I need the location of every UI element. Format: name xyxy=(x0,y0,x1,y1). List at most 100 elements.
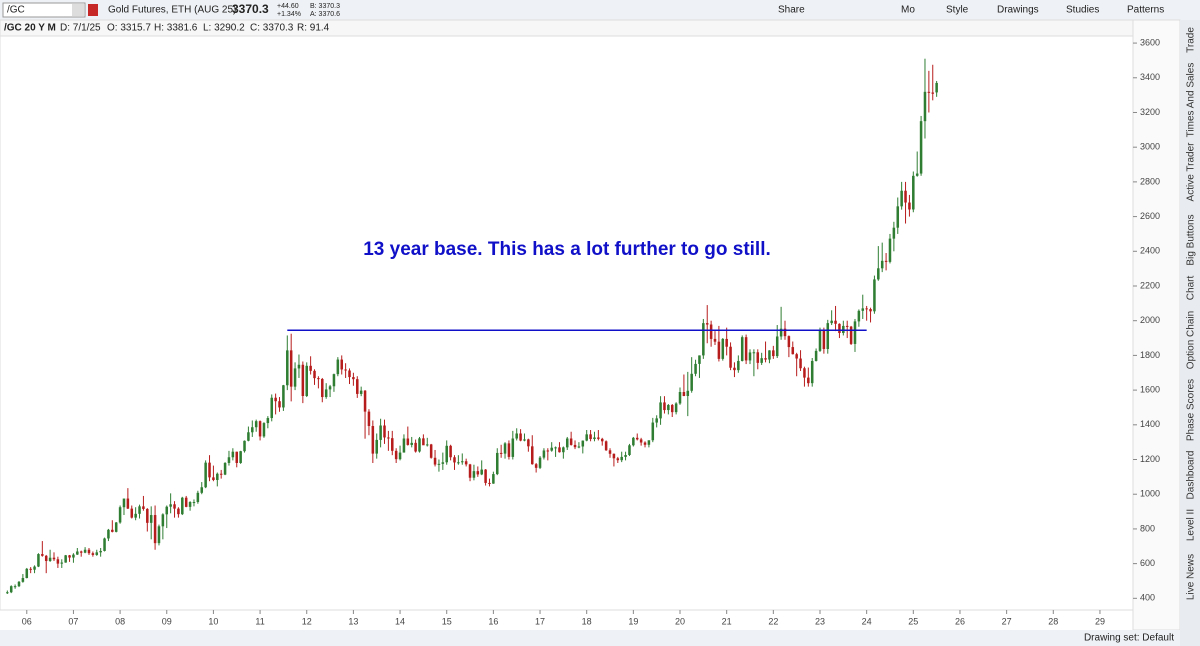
drawing-set[interactable]: Drawing set: Default xyxy=(1084,633,1174,644)
side-tab[interactable]: Level II xyxy=(1186,509,1197,541)
plot-area xyxy=(0,35,1134,611)
patterns-button[interactable]: Patterns xyxy=(1127,5,1164,16)
candle-body xyxy=(227,457,231,463)
candle-body xyxy=(114,522,118,532)
x-tick-label: 06 xyxy=(22,616,32,626)
symbol-input[interactable] xyxy=(2,2,86,18)
side-tab[interactable]: Dashboard xyxy=(1186,451,1197,500)
candle-body xyxy=(317,378,320,380)
side-tab[interactable]: Chart xyxy=(1186,276,1197,301)
candle-body xyxy=(678,392,682,404)
candle-body xyxy=(336,359,340,375)
candle-body xyxy=(530,446,534,465)
y-tick-label: 600 xyxy=(1140,558,1155,568)
candle-body xyxy=(146,508,149,523)
candle-body xyxy=(721,338,725,359)
candle-body xyxy=(348,370,351,378)
candle-body xyxy=(534,464,538,468)
info-item: R: 91.4 xyxy=(297,23,330,34)
candle-body xyxy=(857,310,861,322)
candle-body xyxy=(651,422,655,441)
candle-body xyxy=(410,442,413,445)
symbol[interactable]: /GC xyxy=(7,5,25,16)
candle-body xyxy=(394,450,398,460)
candle-body xyxy=(620,456,623,461)
candle-body xyxy=(223,462,227,475)
ask: A: 3370.6 xyxy=(310,11,340,18)
candle-body xyxy=(775,336,779,357)
candle-body xyxy=(694,363,697,374)
side-tab[interactable]: Big Buttons xyxy=(1186,214,1197,265)
candle-body xyxy=(270,397,274,419)
x-tick-label: 07 xyxy=(68,616,78,626)
x-tick-label: 14 xyxy=(395,616,405,626)
drawings-button[interactable]: Drawings xyxy=(997,5,1039,16)
candle-body xyxy=(577,446,581,448)
y-tick-label: 2400 xyxy=(1140,246,1160,256)
link-badge[interactable] xyxy=(88,4,98,16)
side-tab[interactable]: Phase Scores xyxy=(1186,379,1197,441)
side-tab[interactable]: Active Trader xyxy=(1186,142,1197,202)
candle-body xyxy=(845,325,849,327)
candle-body xyxy=(748,352,752,361)
candle-body xyxy=(484,469,487,483)
candle-body xyxy=(332,374,336,387)
candle-body xyxy=(6,592,9,594)
side-tab[interactable]: Live News xyxy=(1186,554,1197,600)
candle-body xyxy=(511,438,515,457)
candle-body xyxy=(79,551,83,553)
candle-body xyxy=(52,557,56,560)
x-tick-label: 21 xyxy=(722,616,732,626)
studies-button[interactable]: Studies xyxy=(1066,5,1099,16)
candle-body xyxy=(740,337,744,361)
candle-body xyxy=(565,438,569,448)
candle-body xyxy=(200,487,204,493)
candle-body xyxy=(204,462,207,488)
dropdown[interactable] xyxy=(72,4,84,16)
candle-body xyxy=(702,323,705,356)
candle-body xyxy=(352,377,355,380)
candle-body xyxy=(138,506,141,514)
candle-body xyxy=(219,473,223,475)
candle-body xyxy=(663,402,666,411)
side-tab[interactable]: Trade xyxy=(1186,27,1197,53)
style-button[interactable]: Style xyxy=(946,5,969,16)
candle-body xyxy=(87,549,91,554)
candle-body xyxy=(768,350,771,360)
x-tick-label: 23 xyxy=(815,616,825,626)
candle-body xyxy=(289,350,293,387)
period-button[interactable]: Mo xyxy=(901,5,915,16)
change: +44.60 xyxy=(277,3,299,10)
annotation: 13 year base. This has a lot further to … xyxy=(363,239,771,260)
candle-body xyxy=(426,444,429,446)
toolbar xyxy=(0,0,1200,20)
y-tick-label: 2800 xyxy=(1140,176,1160,186)
candle-body xyxy=(842,325,845,334)
candle-body xyxy=(542,450,546,458)
candle-body xyxy=(72,554,75,558)
side-tab[interactable]: Times And Sales xyxy=(1186,63,1197,138)
candle-body xyxy=(589,434,592,440)
candle-body xyxy=(725,338,728,347)
share-button[interactable]: Share xyxy=(778,5,805,16)
candle-body xyxy=(550,447,553,451)
candle-body xyxy=(235,451,239,463)
candle-body xyxy=(807,377,810,384)
candle-body xyxy=(499,452,503,454)
candle-body xyxy=(387,437,390,439)
y-tick-label: 1200 xyxy=(1140,454,1160,464)
candle-body xyxy=(538,457,542,468)
candle-body xyxy=(888,238,892,262)
candle-body xyxy=(153,515,157,544)
candle-body xyxy=(157,526,161,544)
candle-body xyxy=(686,390,690,397)
side-tab[interactable]: Option Chain xyxy=(1186,311,1197,369)
candle-body xyxy=(99,550,102,553)
candle-body xyxy=(604,441,608,451)
candle-body xyxy=(581,440,585,447)
candle-body xyxy=(449,445,452,458)
candle-body xyxy=(935,82,938,93)
candle-body xyxy=(647,440,651,445)
